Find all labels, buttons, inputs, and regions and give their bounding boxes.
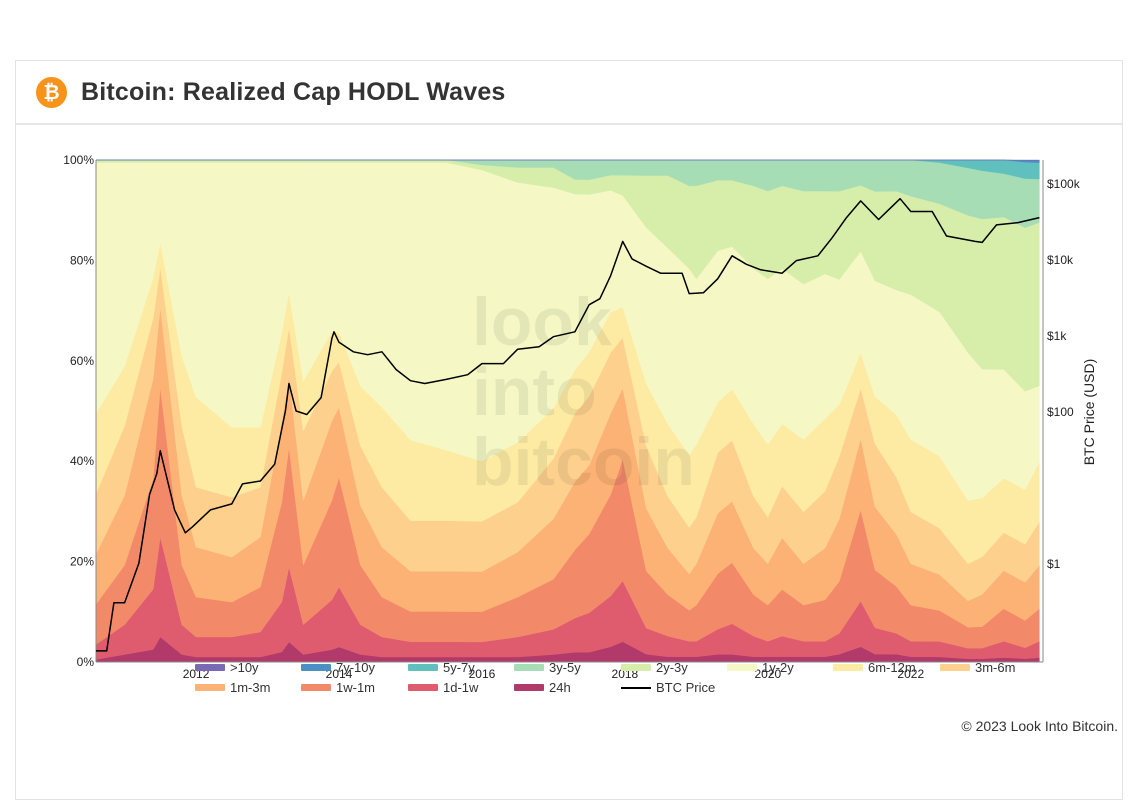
copyright-footer: © 2023 Look Into Bitcoin. <box>961 718 1118 734</box>
y2-tick-label: $100k <box>1047 177 1081 191</box>
y-tick-label: 80% <box>70 253 94 267</box>
legend-swatch <box>727 664 757 671</box>
y2-tick-label: $10k <box>1047 253 1074 267</box>
legend-label: BTC Price <box>656 680 716 695</box>
area-gt10y <box>96 159 1040 161</box>
legend-label: 1d-1w <box>443 680 479 695</box>
legend-swatch <box>833 664 863 671</box>
watermark-text: look <box>472 284 612 360</box>
legend-swatch <box>195 664 225 671</box>
chart-header: ₿ Bitcoin: Realized Cap HODL Waves <box>16 61 1122 125</box>
legend-label: 1y-2y <box>762 660 794 675</box>
axes: 0%20%40%60%80%100%2012 2014 2016 2018 2020 20… <box>63 153 1097 681</box>
legend-swatch <box>621 664 651 671</box>
y-tick-label: 20% <box>70 555 94 569</box>
legend-label: 3y-5y <box>549 660 581 675</box>
legend-swatch <box>301 684 331 691</box>
legend-label: 7y-10y <box>336 660 376 675</box>
price-line-group <box>96 197 1040 652</box>
watermark-text: into <box>472 354 597 430</box>
legend-swatch <box>621 687 651 689</box>
watermark-text: bitcoin <box>472 424 695 500</box>
x-tick-label: 2020 <box>754 667 781 681</box>
legend-swatch <box>514 684 544 691</box>
legend-label: 5y-7y <box>443 660 475 675</box>
y2-axis-label: BTC Price (USD) <box>1081 359 1097 466</box>
legend-swatch <box>940 664 970 671</box>
page-title: Bitcoin: Realized Cap HODL Waves <box>81 78 506 106</box>
legend-swatch <box>301 664 331 671</box>
x-tick-label: 2014 <box>326 667 353 681</box>
area-layers <box>95 159 1040 663</box>
legend-label: 1w-1m <box>336 680 376 695</box>
y-tick-label: 100% <box>63 153 94 167</box>
y2-tick-label: $1k <box>1047 329 1067 343</box>
legend-swatch <box>195 684 225 691</box>
y2-tick-label: $1 <box>1047 557 1061 571</box>
legend-label: 6m-12m <box>868 660 916 675</box>
legend-label: 24h <box>549 680 571 695</box>
legend-label: 1m-3m <box>230 680 271 695</box>
legend-swatch <box>408 664 438 671</box>
y-tick-label: 60% <box>70 354 94 368</box>
btc-price-line <box>96 197 1040 652</box>
bitcoin-logo-glyph: ₿ <box>43 80 60 104</box>
legend-label: 3m-6m <box>975 660 1016 675</box>
legend-label: 2y-3y <box>656 660 688 675</box>
y2-tick-label: $100 <box>1047 405 1074 419</box>
bitcoin-logo-icon: ₿ <box>36 77 67 108</box>
x-tick-label: 2016 <box>469 667 496 681</box>
y-tick-label: 0% <box>77 655 95 669</box>
x-tick-label: 2022 <box>897 667 924 681</box>
legend-swatch <box>408 684 438 691</box>
legend-label: >10y <box>230 660 259 675</box>
y-tick-label: 40% <box>70 454 94 468</box>
legend-swatch <box>514 664 544 671</box>
